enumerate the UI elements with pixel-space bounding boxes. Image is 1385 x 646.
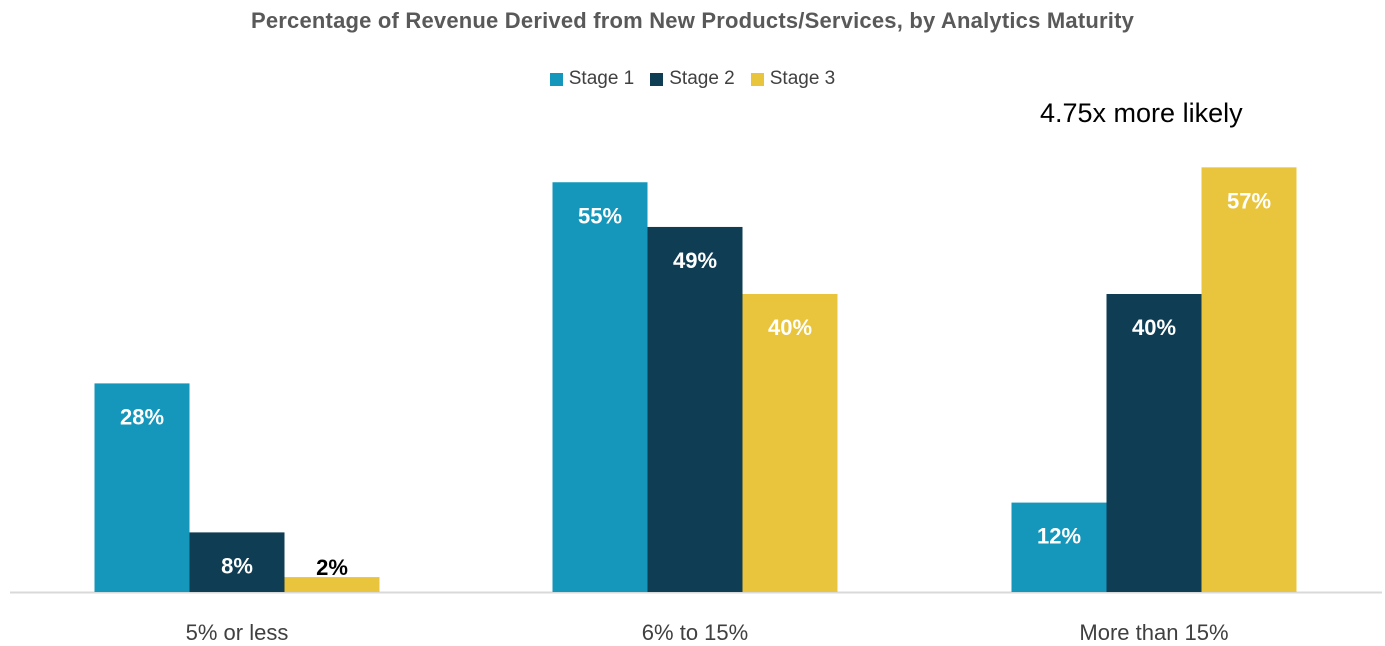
bar-stage-3-1	[284, 577, 380, 592]
bars-group: 28% 8% 2% 55% 49% 40% 12% 40% 57%	[94, 167, 1297, 592]
data-label-stage-3-2: 40%	[768, 315, 812, 340]
category-label-3: More than 15%	[1079, 620, 1228, 645]
data-label-stage-2-2: 49%	[673, 248, 717, 273]
legend-item-stage-2: Stage 2	[650, 68, 735, 90]
bar-stage-1-2	[552, 182, 648, 592]
bar-stage-1-3	[1011, 502, 1107, 592]
category-label-1: 5% or less	[186, 620, 289, 645]
bar-stage-3-3	[1201, 167, 1297, 592]
legend-item-stage-1: Stage 1	[549, 68, 635, 90]
category-labels-group: 5% or less 6% to 15% More than 15%	[186, 620, 1229, 645]
bar-stage-3-2	[742, 294, 838, 592]
legend-item-stage-3: Stage 3	[750, 68, 836, 90]
legend-label-stage-3: Stage 3	[769, 68, 836, 89]
legend-swatch-stage-3	[750, 72, 764, 86]
data-label-stage-1-3: 12%	[1037, 524, 1081, 549]
data-label-stage-1-2: 55%	[578, 203, 622, 228]
bar-stage-2-2	[647, 226, 743, 592]
bar-stage-1-1	[94, 383, 190, 592]
bar-stage-2-1	[189, 532, 285, 592]
chart-title: Percentage of Revenue Derived from New P…	[250, 8, 1135, 33]
data-label-stage-2-1: 8%	[221, 553, 253, 578]
data-label-stage-1-1: 28%	[120, 404, 164, 429]
legend: Stage 1 Stage 2 Stage 3	[0, 68, 1385, 90]
data-label-stage-3-1: 2%	[316, 555, 348, 580]
data-label-stage-3-3: 57%	[1227, 188, 1271, 213]
category-label-2: 6% to 15%	[642, 620, 748, 645]
legend-swatch-stage-1	[549, 72, 563, 86]
annotation-likelihood: 4.75x more likely	[1040, 98, 1243, 128]
data-label-stage-2-3: 40%	[1132, 315, 1176, 340]
legend-label-stage-1: Stage 1	[568, 68, 635, 89]
bar-stage-2-3	[1106, 294, 1202, 592]
legend-swatch-stage-2	[650, 72, 664, 86]
legend-label-stage-2: Stage 2	[669, 68, 735, 89]
